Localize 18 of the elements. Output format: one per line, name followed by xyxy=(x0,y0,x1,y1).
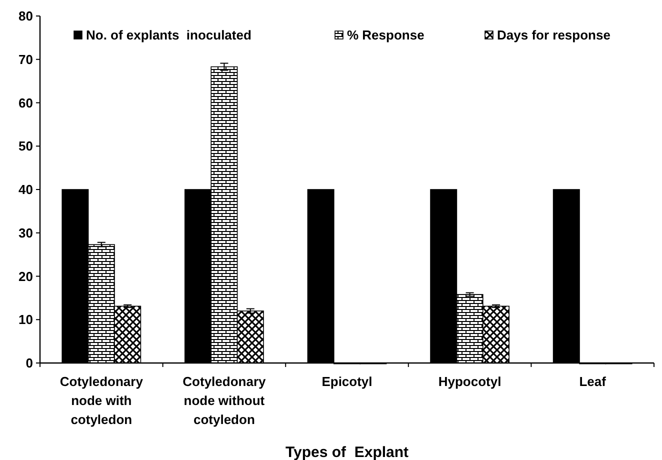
y-tick-label: 30 xyxy=(18,225,33,240)
y-tick-label: 40 xyxy=(18,182,33,198)
y-tick-label: 20 xyxy=(18,268,33,284)
y-tick-label: 0 xyxy=(26,356,33,371)
x-tick-label: Hypocotyl xyxy=(438,374,502,389)
y-tick-label: 60 xyxy=(18,95,33,110)
legend-label: Days for response xyxy=(497,28,610,43)
x-tick-label: Cotyledonary node with cotyledon xyxy=(60,374,144,427)
legend-label: % Response xyxy=(347,28,424,43)
y-tick-label: 70 xyxy=(18,52,33,67)
x-axis-title: Types of Explant xyxy=(285,444,409,460)
y-tick-label: 10 xyxy=(18,312,33,328)
x-tick-label: Cotyledonary node without cotyledon xyxy=(182,374,267,427)
y-tick-label: 80 xyxy=(18,8,33,24)
x-tick-label: Leaf xyxy=(579,374,607,389)
y-tick-label: 50 xyxy=(18,138,33,154)
x-tick-label: Epicotyl xyxy=(322,374,372,389)
legend-label: No. of explants inoculated xyxy=(86,28,252,43)
